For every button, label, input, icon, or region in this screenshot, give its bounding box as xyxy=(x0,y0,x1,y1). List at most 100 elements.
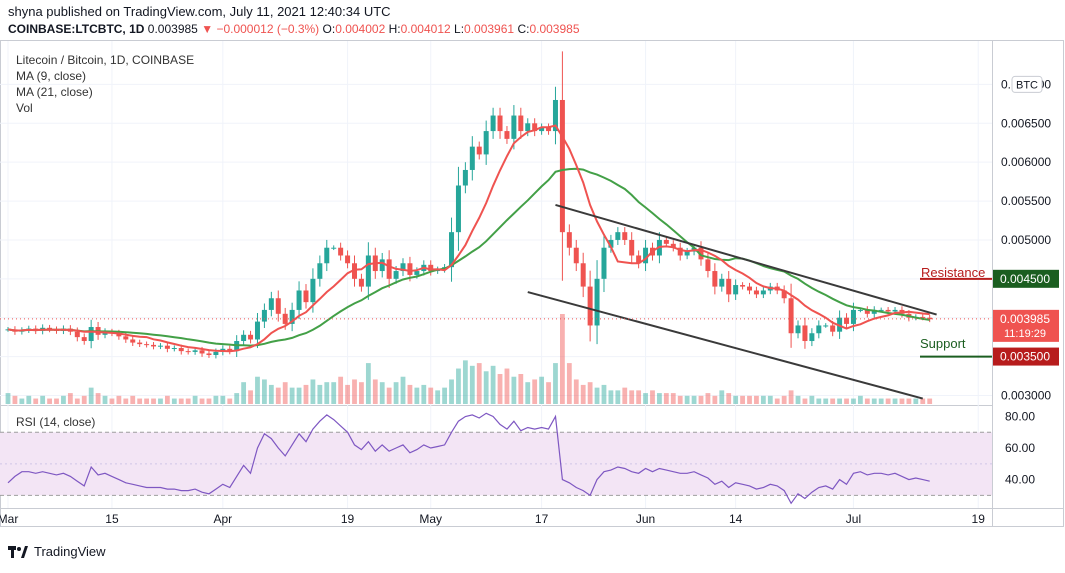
candle-body xyxy=(365,255,371,287)
candle-body xyxy=(622,232,628,240)
candle-body xyxy=(532,123,538,132)
volume-bar xyxy=(331,382,337,404)
candle-body xyxy=(130,339,136,343)
last-price-badge xyxy=(993,309,1059,342)
candle-body xyxy=(227,348,233,352)
candle-body xyxy=(178,348,184,352)
volume-bar xyxy=(906,398,912,404)
volume-bar xyxy=(733,395,739,404)
volume-bar xyxy=(123,398,129,404)
volume-bar xyxy=(788,390,794,404)
volume-bar xyxy=(747,395,752,404)
candle-body xyxy=(157,345,163,347)
candle-body xyxy=(636,255,642,264)
ma9-line xyxy=(7,124,930,353)
volume-bar xyxy=(393,382,399,404)
volume-bar xyxy=(400,376,406,404)
volume-bar xyxy=(698,395,704,404)
candle-body xyxy=(497,115,503,132)
volume-bar xyxy=(518,374,524,404)
candle-body xyxy=(573,247,579,264)
low-value: 0.003961 xyxy=(464,22,515,36)
volume-bar xyxy=(379,382,385,404)
candle-body xyxy=(469,146,475,170)
candle-body xyxy=(809,333,815,342)
volume-bar xyxy=(795,395,801,404)
candle-body xyxy=(587,286,593,326)
candle-body xyxy=(663,239,669,244)
legend-ma9[interactable]: MA (9, close) xyxy=(16,69,87,83)
candle-body xyxy=(275,298,281,314)
last-price: 0.003985 xyxy=(147,22,198,36)
rsi-legend[interactable]: RSI (14, close) xyxy=(16,415,96,429)
indicator-legend: Litecoin / Bitcoin, 1D, COINBASE MA (9, … xyxy=(16,52,194,116)
volume-bar xyxy=(144,398,149,404)
volume-bar xyxy=(719,390,725,404)
candle-body xyxy=(490,115,496,132)
volume-bar xyxy=(317,384,323,404)
candle-body xyxy=(927,317,933,320)
volume-bar xyxy=(12,395,18,404)
candle-body xyxy=(857,309,863,311)
volume-bar xyxy=(691,395,697,404)
legend-title[interactable]: Litecoin / Bitcoin, 1D, COINBASE xyxy=(16,53,195,67)
support-price-label: 0.003500 xyxy=(1000,350,1050,364)
resistance-price-badge xyxy=(993,269,1059,288)
candle-body xyxy=(345,255,351,264)
volume-bar xyxy=(553,363,558,404)
candle-body xyxy=(74,331,80,338)
volume-bar xyxy=(95,393,101,404)
volume-bar xyxy=(171,398,177,404)
candle-body xyxy=(608,239,614,248)
candle-body xyxy=(892,309,898,312)
volume-bar xyxy=(816,398,822,404)
volume-bar xyxy=(885,398,891,404)
candle-body xyxy=(282,313,288,324)
change-value: −0.000012 (−0.3%) xyxy=(216,22,320,36)
volume-bar xyxy=(248,390,253,404)
legend-ma21[interactable]: MA (21, close) xyxy=(16,85,93,99)
time-tick-label: Apr xyxy=(213,512,232,526)
candle-body xyxy=(331,247,337,249)
time-tick-label: Jul xyxy=(846,512,861,526)
time-tick-label: Jun xyxy=(636,512,655,526)
volume-bar xyxy=(705,393,711,404)
price-tick-label: 0.006500 xyxy=(1001,116,1051,130)
volume-bar xyxy=(830,398,836,404)
volume-bar xyxy=(116,395,122,404)
tradingview-brand[interactable]: TradingView xyxy=(8,544,106,559)
volume-bar xyxy=(608,390,614,404)
volume-bar xyxy=(712,395,718,404)
volume-bar xyxy=(490,365,496,404)
brand-label: TradingView xyxy=(34,544,106,559)
volume-bar xyxy=(449,379,454,404)
candle-body xyxy=(850,309,856,324)
volume-bar xyxy=(601,384,607,404)
candle-body xyxy=(248,334,254,340)
candle-body xyxy=(400,263,406,272)
candle-body xyxy=(552,99,558,132)
candle-body xyxy=(885,309,891,312)
volume-bar xyxy=(345,384,350,404)
candle-body xyxy=(601,247,607,279)
volume-bar xyxy=(303,384,309,404)
candle-body xyxy=(816,325,822,334)
volume-bar xyxy=(871,398,877,404)
support-label: Support xyxy=(920,336,966,351)
candle-body xyxy=(684,251,690,256)
candle-body xyxy=(525,123,531,132)
change-arrow-icon: ▼ xyxy=(201,22,214,36)
candle-body xyxy=(504,131,510,139)
candle-body xyxy=(449,232,455,268)
volume-bar xyxy=(837,398,842,404)
volume-bar xyxy=(352,379,357,404)
volume-bar xyxy=(365,363,371,404)
volume-bar xyxy=(594,387,600,404)
candle-body xyxy=(511,115,517,139)
candle-body xyxy=(629,239,635,256)
volume-bar xyxy=(275,387,281,404)
legend-vol[interactable]: Vol xyxy=(16,101,33,115)
bar-countdown-label: 11:19:29 xyxy=(1004,328,1046,340)
candle-body xyxy=(296,290,302,310)
